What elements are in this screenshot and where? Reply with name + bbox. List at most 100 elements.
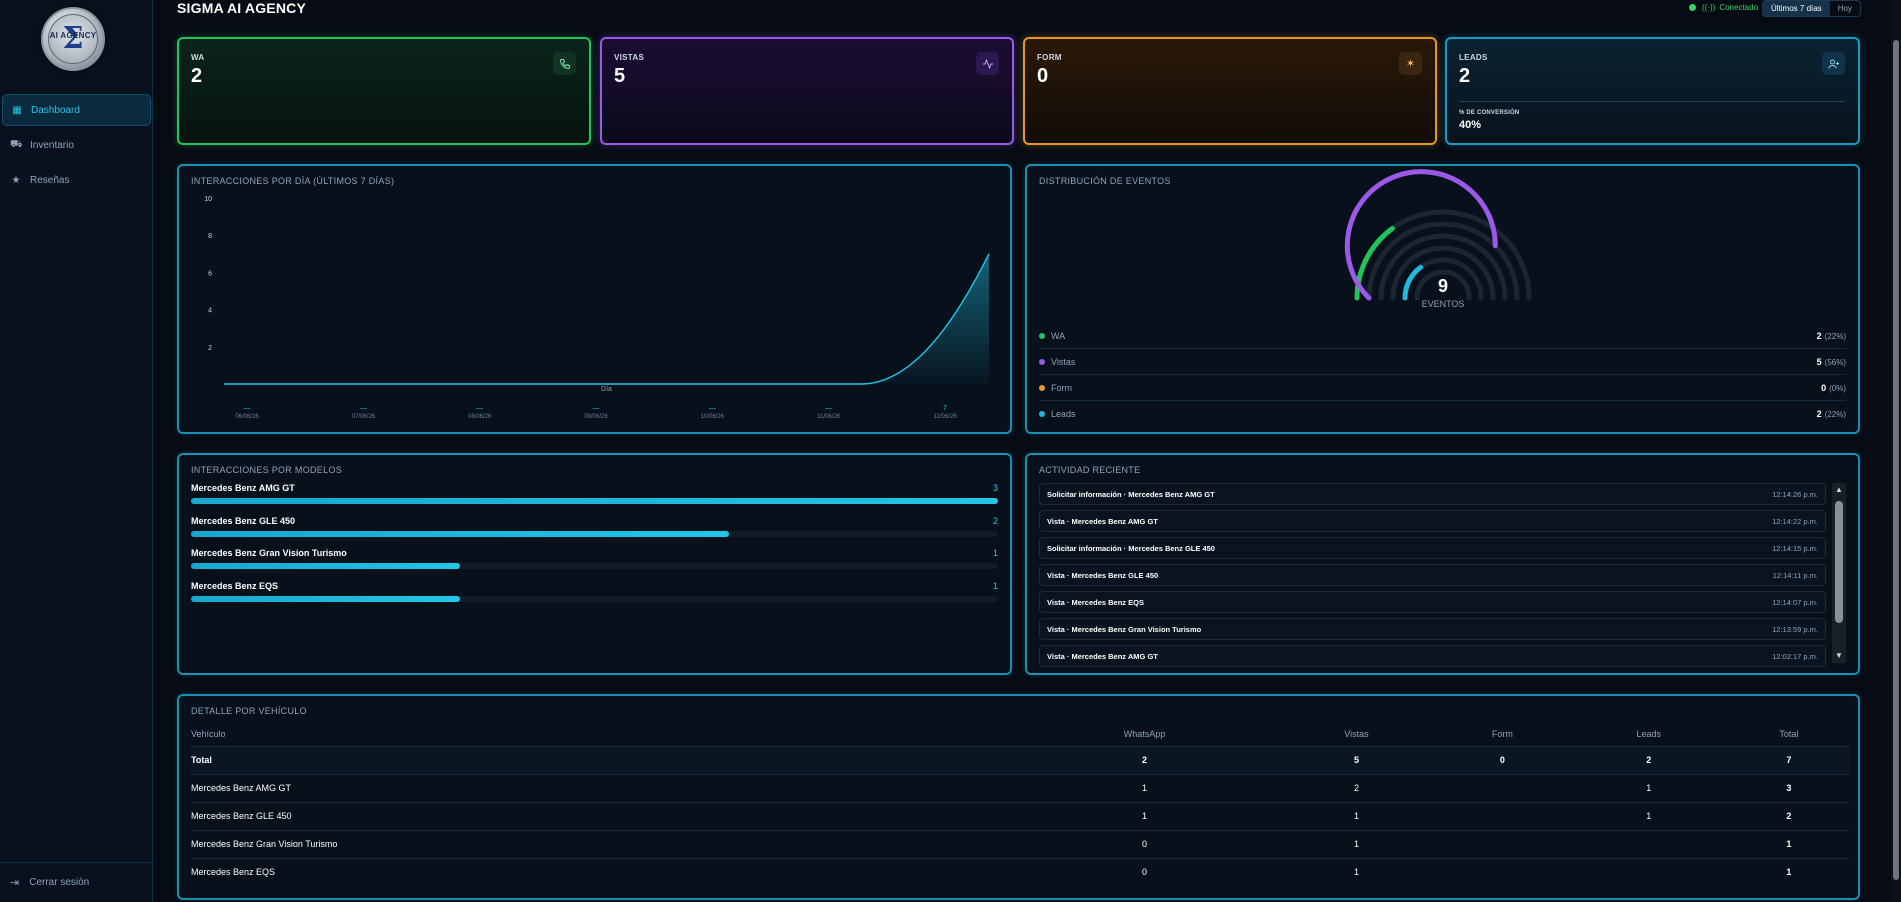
- legend-count: 2: [1816, 330, 1822, 341]
- activity-scrollbar[interactable]: ▲ ▼: [1832, 483, 1846, 663]
- vehicle-detail-table: Vehículo WhatsApp Vistas Form Leads Total Tot…: [191, 722, 1850, 886]
- page-scrollbar[interactable]: [1891, 0, 1901, 902]
- logout-label: Cerrar sesión: [29, 877, 90, 888]
- grid-icon: ▦: [12, 104, 22, 116]
- table-header-row: Vehículo WhatsApp Vistas Form Leads Total: [191, 722, 1850, 746]
- activity-time: 12:13:59 p.m.: [1772, 624, 1818, 634]
- table-row: Mercedes Benz Gran Vision Turismo 0 1 1: [191, 829, 1850, 858]
- sidebar-item-inventario[interactable]: ⛟ Inventario: [2, 129, 151, 161]
- data-label: 7: [943, 405, 947, 412]
- sigma-icon: Σ: [62, 21, 84, 56]
- legend-item-vistas: Vistas 5 (56%): [1039, 349, 1846, 375]
- table-cell: 1: [1569, 773, 1728, 802]
- legend-pct: (22%): [1824, 331, 1846, 341]
- status-label: Conectado: [1719, 3, 1759, 12]
- logo-text: AI AGENCY: [49, 31, 97, 40]
- legend-item-wa: WA 2 (22%): [1039, 323, 1846, 349]
- table-row: Mercedes Benz AMG GT 1 2 1 3: [191, 773, 1850, 802]
- table-cell: 0: [1434, 745, 1570, 774]
- legend-label: Leads: [1051, 409, 1076, 419]
- table-cell: 7: [1727, 745, 1850, 774]
- area-fill: [224, 253, 989, 384]
- x-tick-label: 06/06/26: [235, 414, 259, 420]
- activity-list: Solicitar información · Mercedes Benz AM…: [1039, 483, 1826, 672]
- table-cell: 0: [1011, 829, 1279, 858]
- panel-title: ACTIVIDAD RECIENTE: [1039, 465, 1141, 475]
- page-scroll-thumb[interactable]: [1893, 40, 1899, 880]
- table-total-row: Total 2 5 0 2 7: [191, 745, 1850, 774]
- stat-value: 0: [1037, 65, 1049, 87]
- activity-item[interactable]: Vista · Mercedes Benz EQS 12:14:07 p.m.: [1039, 591, 1826, 613]
- panel-title: INTERACCIONES POR DÍA (ÚLTIMOS 7 DÍAS): [191, 176, 395, 186]
- activity-time: 12:14:07 p.m.: [1772, 597, 1818, 607]
- table-cell: [1569, 829, 1728, 858]
- scroll-up-icon[interactable]: ▲: [1835, 485, 1843, 494]
- recent-activity-panel: ACTIVIDAD RECIENTE Solicitar información…: [1025, 453, 1860, 675]
- model-item: Mercedes Benz GLE 450 2: [191, 516, 998, 548]
- activity-time: 12:14:26 p.m.: [1772, 489, 1818, 499]
- table-cell: [1434, 773, 1570, 802]
- model-progress-track: [191, 498, 998, 504]
- model-count: 1: [992, 548, 998, 558]
- range-last-7-days[interactable]: Últimos 7 días: [1763, 1, 1830, 16]
- activity-item[interactable]: Vista · Mercedes Benz AMG GT 12:02:17 p.m…: [1039, 645, 1826, 667]
- legend-dot-icon: [1039, 411, 1045, 417]
- y-tick-label: 10: [204, 196, 212, 203]
- legend-label: Form: [1051, 382, 1072, 393]
- table-row: Mercedes Benz EQS 0 1 1: [191, 857, 1850, 886]
- car-icon: ⛟: [10, 138, 23, 150]
- y-tick-label: 8: [208, 233, 212, 240]
- activity-text: Vista · Mercedes Benz GLE 450: [1047, 570, 1159, 580]
- activity-item[interactable]: Solicitar información · Mercedes Benz AM…: [1039, 483, 1826, 505]
- logo-emblem: Σ: [48, 14, 98, 64]
- range-today[interactable]: Hoy: [1837, 4, 1852, 13]
- column-header: Vistas: [1344, 728, 1369, 739]
- stat-label: VISTAS: [614, 53, 645, 62]
- x-tick-label: 12/06/26: [933, 414, 957, 420]
- total-events: 9: [1438, 276, 1448, 296]
- series-bar-wa: [1354, 225, 1395, 301]
- activity-text: Vista · Mercedes Benz Gran Vision Turism…: [1047, 624, 1202, 634]
- activity-text: Vista · Mercedes Benz AMG GT: [1047, 651, 1158, 661]
- legend-count: 5: [1816, 356, 1822, 367]
- x-tick-label: 10/06/26: [701, 414, 725, 420]
- table-cell: 1: [1011, 773, 1279, 802]
- sidebar-item-dashboard[interactable]: ▦ Dashboard: [2, 94, 151, 126]
- column-header: WhatsApp: [1123, 728, 1166, 739]
- activity-item[interactable]: Vista · Mercedes Benz Gran Vision Turism…: [1039, 618, 1826, 640]
- activity-item[interactable]: Solicitar información · Mercedes Benz GL…: [1039, 537, 1826, 559]
- table-cell: Mercedes Benz Gran Vision Turismo: [191, 829, 1011, 858]
- ring-track: [1414, 269, 1472, 301]
- model-progress-fill: [191, 530, 730, 537]
- legend-pct: (0%): [1829, 383, 1846, 393]
- stat-card-vistas: VISTAS 5: [600, 37, 1014, 145]
- vehicle-detail-panel: DETALLE POR VEHÍCULO Vehículo WhatsApp Vis…: [177, 694, 1860, 900]
- activity-text: Solicitar información · Mercedes Benz AM…: [1047, 489, 1215, 499]
- data-label: —: [360, 405, 367, 412]
- activity-item[interactable]: Vista · Mercedes Benz AMG GT 12:14:22 p.m…: [1039, 510, 1826, 532]
- model-name: Mercedes Benz Gran Vision Turismo: [191, 548, 347, 558]
- ring-track: [1366, 221, 1520, 301]
- stat-value: 2: [191, 65, 203, 87]
- logout-button[interactable]: ⇥ Cerrar sesión: [0, 862, 153, 902]
- activity-time: 12:14:15 p.m.: [1772, 543, 1818, 553]
- legend-label: Vistas: [1051, 356, 1076, 367]
- table-cell: 1: [1569, 801, 1728, 830]
- table-cell: 1: [1011, 801, 1279, 830]
- table-cell: 3: [1727, 773, 1850, 802]
- column-header: Vehículo: [191, 728, 226, 739]
- stat-value: 5: [614, 65, 626, 87]
- table-cell: Total: [191, 745, 1011, 774]
- distribution-legend: WA 2 (22%) Vistas 5 (56%) Form 0 (0%) Leads 2 (22%): [1027, 323, 1858, 427]
- stat-card-form: FORM 0 ✶: [1023, 37, 1437, 145]
- scroll-down-icon[interactable]: ▼: [1835, 651, 1843, 660]
- table-cell: 1: [1278, 829, 1435, 858]
- model-name: Mercedes Benz AMG GT: [191, 483, 295, 493]
- legend-value: 0 (0%): [1821, 383, 1846, 393]
- series-bar-leads: [1402, 264, 1424, 301]
- event-distribution-panel: DISTRIBUCIÓN DE EVENTOS 9 EVENTOS WA 2 (22%…: [1025, 164, 1860, 434]
- stat-value: 2: [1459, 65, 1471, 87]
- scroll-thumb[interactable]: [1835, 501, 1843, 623]
- sidebar-item-resenas[interactable]: ★ Reseñas: [2, 164, 151, 196]
- activity-item[interactable]: Vista · Mercedes Benz GLE 450 12:14:11 p.…: [1039, 564, 1826, 586]
